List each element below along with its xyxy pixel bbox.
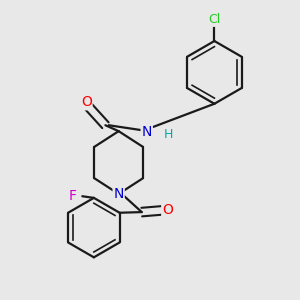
Text: H: H: [164, 128, 173, 141]
Text: Cl: Cl: [208, 13, 220, 26]
Text: O: O: [162, 203, 173, 218]
Text: N: N: [142, 125, 152, 139]
Text: N: N: [113, 187, 124, 201]
Text: O: O: [81, 95, 92, 110]
Text: F: F: [69, 189, 77, 203]
